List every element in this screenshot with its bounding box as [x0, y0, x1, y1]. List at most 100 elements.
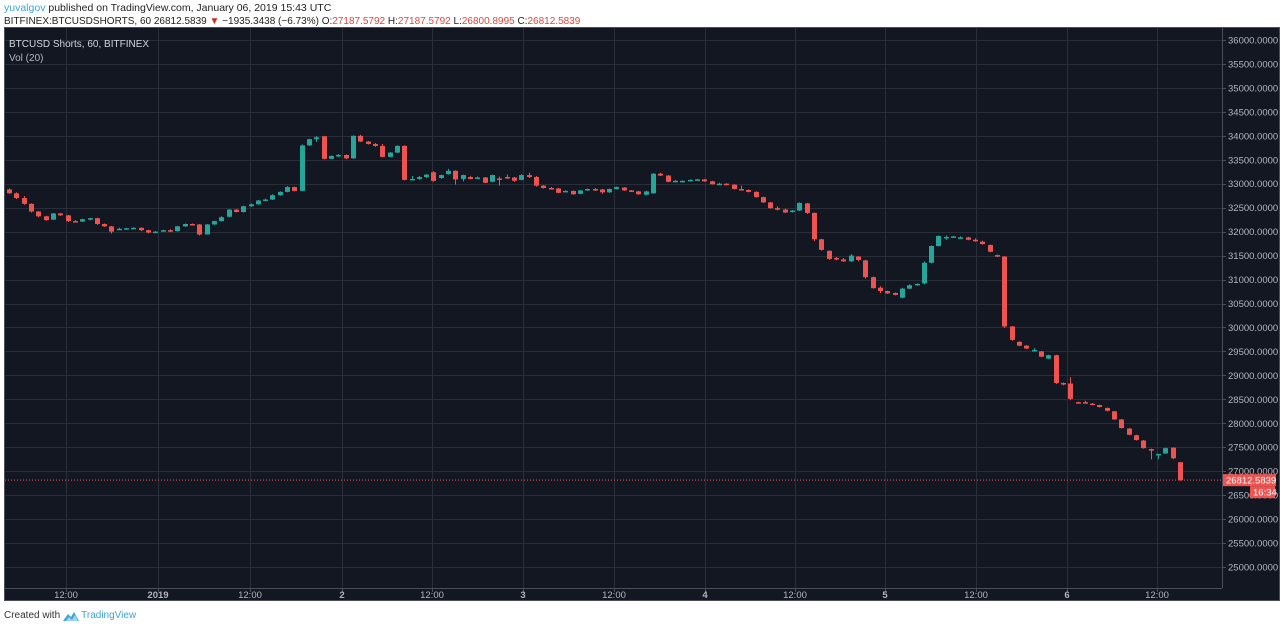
time-tick-label: 12:00 — [1145, 590, 1169, 601]
candle — [1171, 447, 1176, 459]
candle — [768, 202, 773, 209]
candle — [497, 178, 502, 180]
candle — [966, 237, 971, 240]
candle — [1112, 411, 1117, 420]
tradingview-logo-icon — [63, 611, 80, 621]
candle — [827, 250, 832, 259]
candle — [1046, 355, 1051, 359]
candle — [417, 177, 422, 179]
candle — [724, 183, 729, 186]
price-tick-label: 25500.0000 — [1228, 539, 1278, 550]
candle — [300, 145, 305, 191]
candle — [915, 283, 920, 286]
time-tick-label: 12:00 — [602, 590, 626, 601]
svg-text:26812.5839: 26812.5839 — [1226, 476, 1276, 487]
candle — [44, 216, 49, 221]
price-tick-label: 30000.0000 — [1228, 323, 1278, 334]
candle — [571, 190, 576, 195]
candle — [278, 191, 283, 196]
candle — [153, 231, 158, 234]
price-tick-label: 27000.0000 — [1228, 467, 1278, 478]
candle — [834, 257, 839, 260]
candle — [146, 230, 151, 233]
tradingview-brand[interactable]: TradingView — [63, 610, 136, 621]
candle — [1178, 462, 1183, 481]
candle — [658, 173, 663, 176]
candle — [285, 187, 290, 192]
candle — [688, 179, 693, 182]
candle — [863, 260, 868, 278]
candle — [183, 223, 188, 227]
candle — [505, 177, 510, 179]
candle — [88, 218, 93, 220]
candle — [805, 203, 810, 213]
price-tick-label: 27500.0000 — [1228, 443, 1278, 454]
price-change: −1935.3438 (−6.73%) — [222, 16, 319, 27]
candle — [775, 208, 780, 210]
bar-countdown: 16:34 — [1253, 488, 1277, 499]
candle — [1163, 448, 1168, 454]
candles — [7, 134, 1183, 481]
candle — [841, 259, 846, 262]
candle — [1127, 428, 1132, 435]
time-scale[interactable]: 12:00 2019 12:00 2 12:00 3 12:00 4 12:00 5 12:00 6 1… — [54, 588, 1169, 601]
current-price-label: 26812.5839 — [1223, 474, 1276, 487]
close-label: C: — [517, 16, 528, 27]
volume-indicator-label[interactable]: Vol (20) — [9, 53, 44, 64]
candle — [527, 175, 532, 178]
candle — [885, 291, 890, 294]
price-tick-label: 33500.0000 — [1228, 155, 1278, 166]
candle — [1068, 383, 1073, 399]
candle — [702, 179, 707, 182]
price-tick-label: 31500.0000 — [1228, 251, 1278, 262]
candle — [358, 135, 363, 142]
candle — [585, 188, 590, 191]
candle — [1039, 351, 1044, 357]
candle — [746, 189, 751, 192]
candle — [351, 135, 356, 159]
low-value: 26800.8995 — [461, 16, 515, 27]
time-tick-label: 3 — [520, 590, 525, 601]
symbol-info: BITFINEX:BTCUSDSHORTS, 60 26812.5839 ▼ −… — [4, 15, 580, 28]
grid-lines — [5, 28, 1222, 588]
candle — [1105, 407, 1110, 411]
high-label: H: — [387, 16, 398, 27]
close-value: 26812.5839 — [527, 16, 581, 27]
candle — [541, 185, 546, 189]
candle — [995, 255, 1000, 257]
price-tick-label: 34500.0000 — [1228, 107, 1278, 118]
candle — [856, 256, 861, 260]
candle — [1032, 349, 1037, 352]
candle — [1119, 419, 1124, 429]
series-title[interactable]: BTCUSD Shorts, 60, BITFINEX — [9, 39, 150, 50]
candle — [1002, 256, 1007, 327]
candle — [175, 226, 180, 232]
candle — [395, 145, 400, 153]
price-scale[interactable]: 36000.0000 35500.0000 35000.0000 34500.0000… — [1222, 36, 1278, 574]
candle — [629, 190, 634, 192]
candle — [468, 177, 473, 179]
candle — [849, 255, 854, 262]
candle — [732, 184, 737, 189]
price-tick-label: 32000.0000 — [1228, 227, 1278, 238]
high-value: 27187.5792 — [397, 16, 451, 27]
candle — [666, 175, 671, 182]
candle — [563, 190, 568, 193]
candle — [117, 228, 122, 231]
candle — [307, 139, 312, 146]
time-tick-label: 12:00 — [783, 590, 807, 601]
price-tick-label: 32500.0000 — [1228, 203, 1278, 214]
low-label: L: — [453, 16, 462, 27]
author-link[interactable]: yuvalgov — [4, 2, 46, 14]
candle — [263, 199, 268, 202]
candle — [344, 154, 349, 159]
time-tick-label: 12:00 — [964, 590, 988, 601]
candle — [973, 239, 978, 242]
candle — [373, 143, 378, 146]
candle — [241, 206, 246, 212]
tradingview-brand-label: TradingView — [81, 610, 137, 621]
candle — [519, 175, 524, 180]
candle — [1061, 383, 1066, 385]
candle — [190, 223, 195, 226]
